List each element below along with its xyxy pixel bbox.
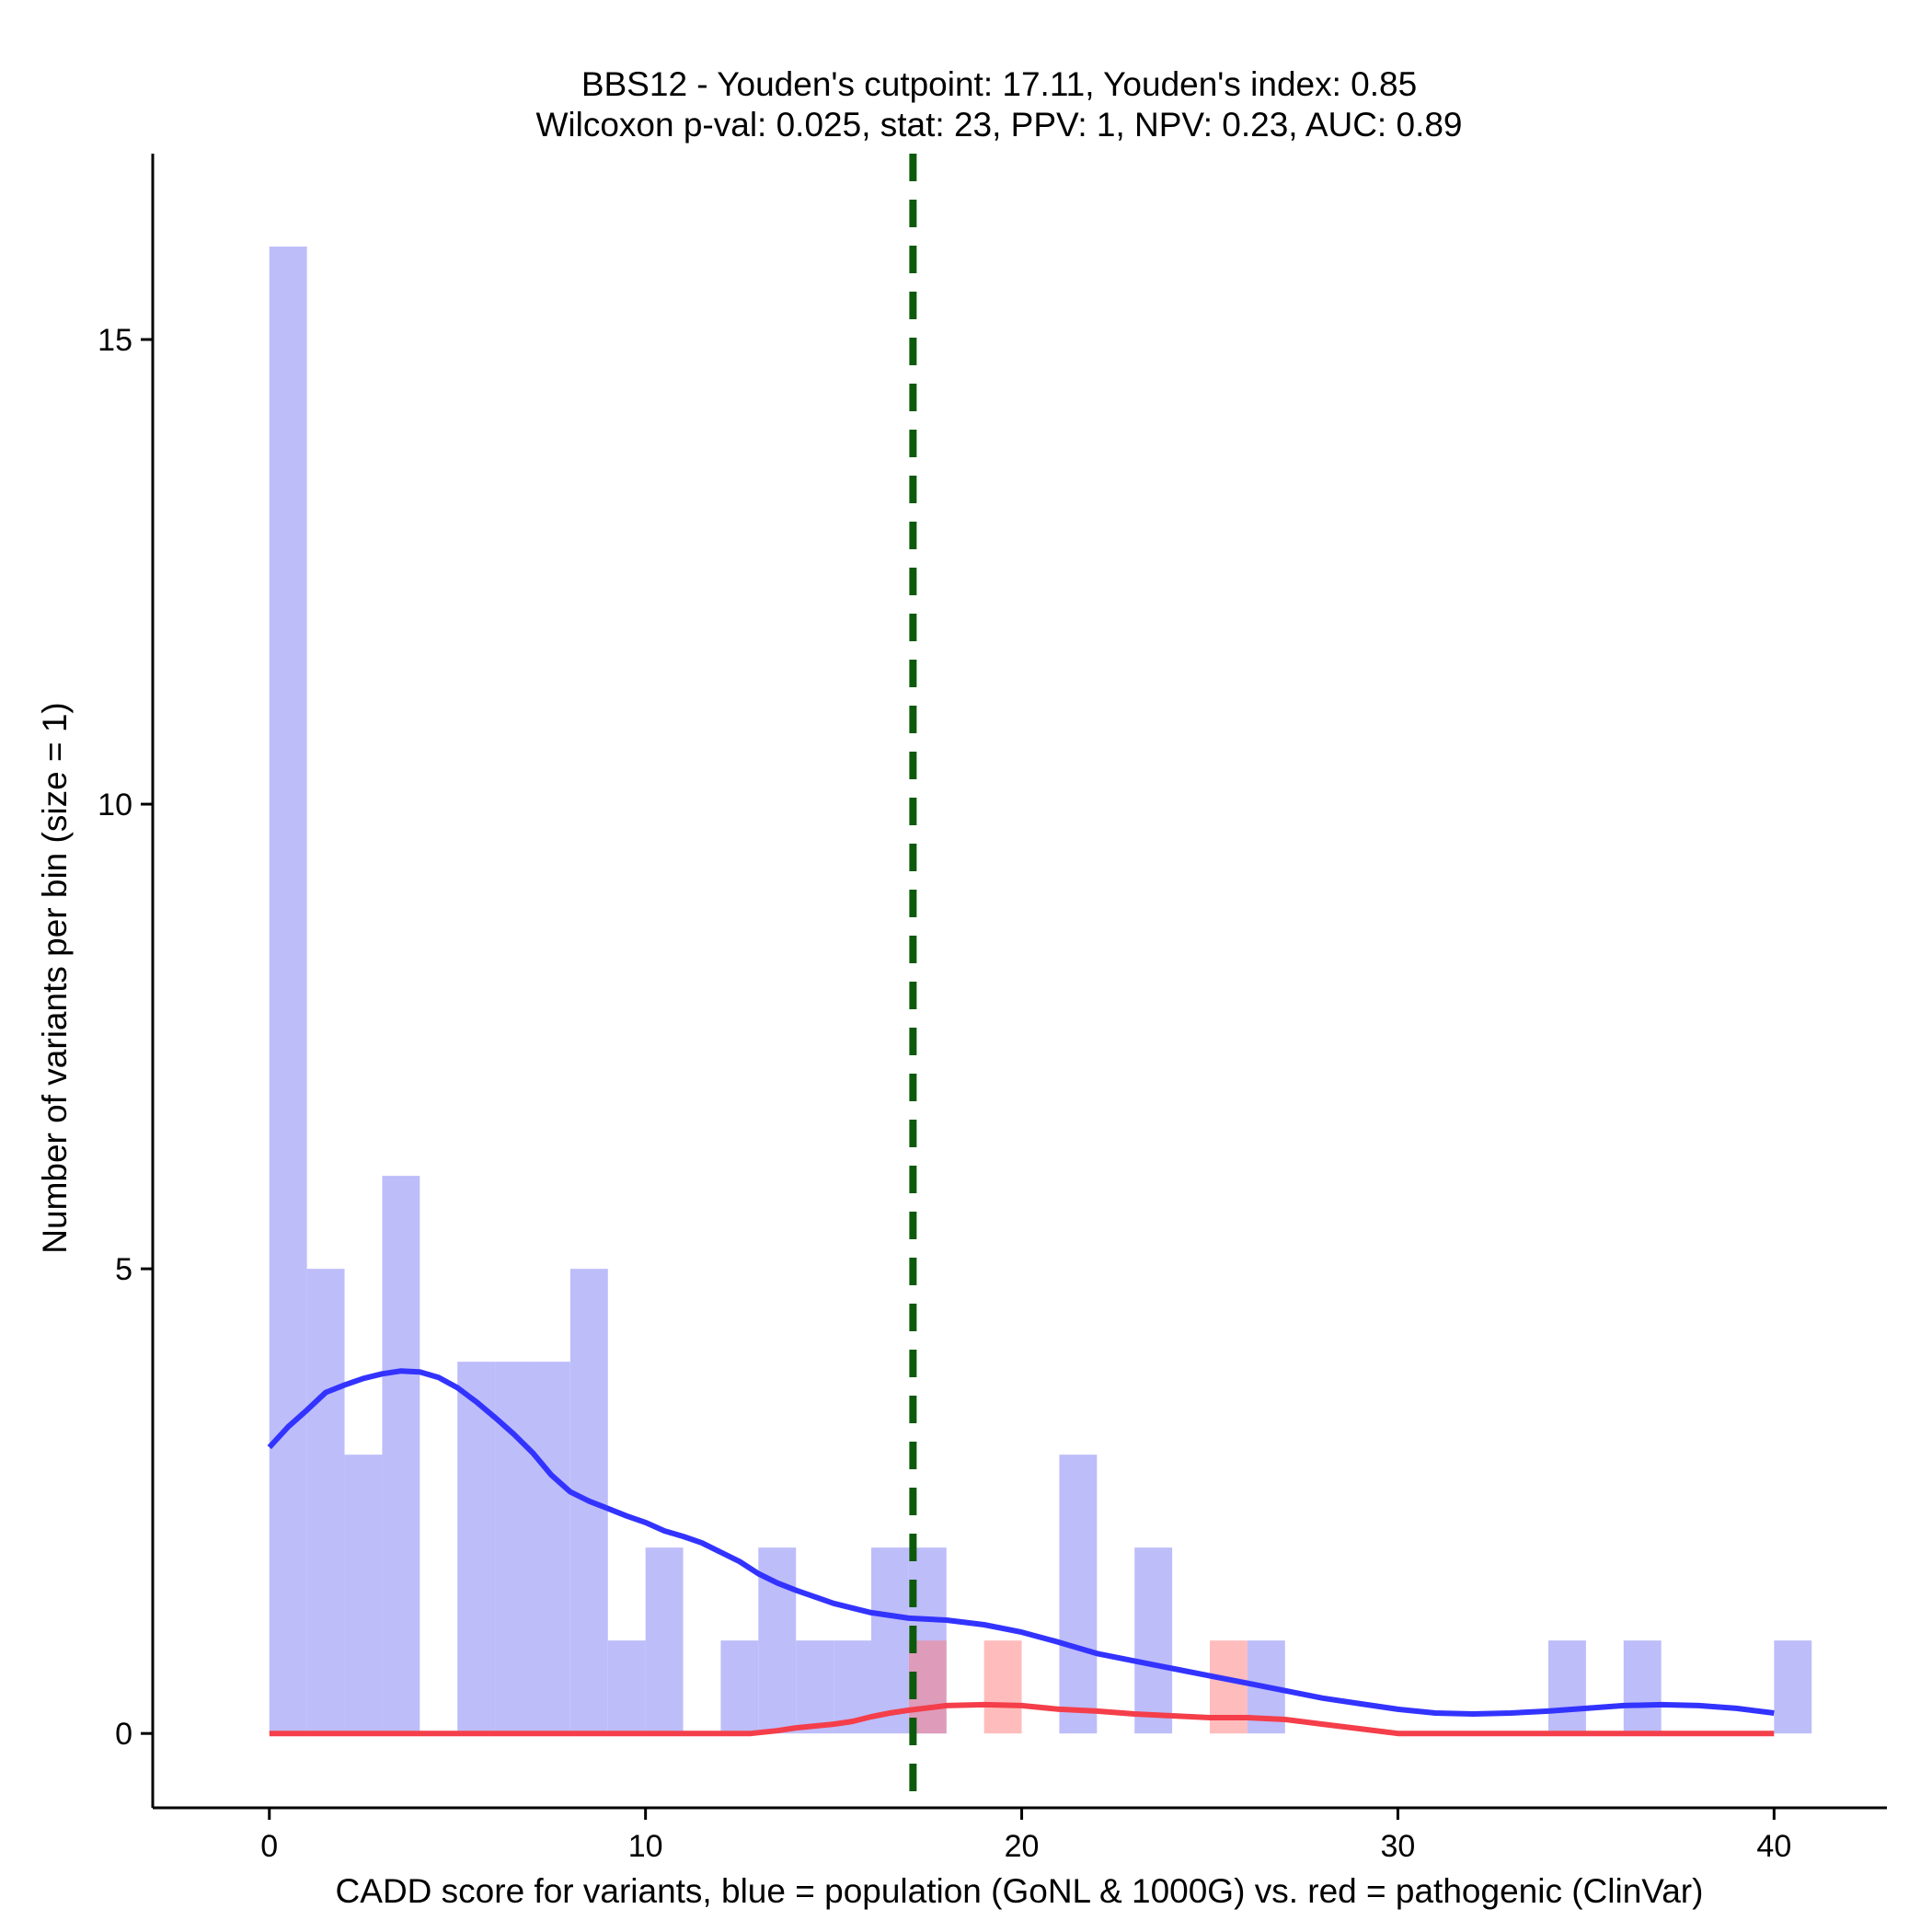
histogram-bar <box>1774 1640 1812 1734</box>
x-tick-label: 20 <box>1005 1829 1040 1864</box>
histogram-bar <box>532 1362 570 1734</box>
histogram-bar <box>1547 1640 1586 1734</box>
x-tick-label: 40 <box>1756 1829 1791 1864</box>
histogram-bar <box>983 1640 1022 1734</box>
pathogenic-density-line <box>269 1701 1775 1737</box>
axes <box>151 154 1887 1810</box>
histogram-bar <box>796 1640 834 1734</box>
x-tick-label: 10 <box>628 1829 663 1864</box>
y-axis-label: Number of variants per bin (size = 1) <box>36 702 74 1253</box>
y-ticks: 0 5 10 15 <box>98 323 153 1752</box>
y-tick-label: 0 <box>115 1717 132 1752</box>
histogram-bar <box>1134 1547 1173 1734</box>
x-tick-label: 30 <box>1381 1829 1416 1864</box>
x-ticks: 0 10 20 30 40 <box>260 1808 1791 1864</box>
population-bars <box>269 247 1812 1734</box>
histogram-bar <box>344 1455 383 1734</box>
histogram-bar <box>382 1176 420 1734</box>
x-axis-label: CADD score for variants, blue = populati… <box>336 1872 1704 1910</box>
histogram-bar <box>1059 1455 1098 1734</box>
density-curves <box>267 1368 1775 1737</box>
chart-title-line2: Wilcoxon p-val: 0.025, stat: 23, PPV: 1,… <box>535 106 1462 144</box>
histogram-bar <box>457 1362 496 1734</box>
y-tick-label: 10 <box>98 788 132 822</box>
histogram-bar <box>607 1640 646 1734</box>
histogram-bar <box>495 1362 533 1734</box>
histogram-bar <box>720 1640 759 1734</box>
histogram-bar <box>306 1269 345 1734</box>
x-tick-label: 0 <box>260 1829 278 1864</box>
histogram-bar <box>645 1547 684 1734</box>
histogram-bar <box>1623 1640 1662 1734</box>
chart-title-line1: BBS12 - Youden's cutpoint: 17.11, Youden… <box>581 65 1417 103</box>
y-tick-label: 5 <box>115 1252 132 1287</box>
population-density-line <box>267 1368 1775 1717</box>
histogram-bar <box>269 247 307 1734</box>
histogram-bar <box>870 1547 909 1734</box>
y-tick-label: 15 <box>98 323 132 358</box>
